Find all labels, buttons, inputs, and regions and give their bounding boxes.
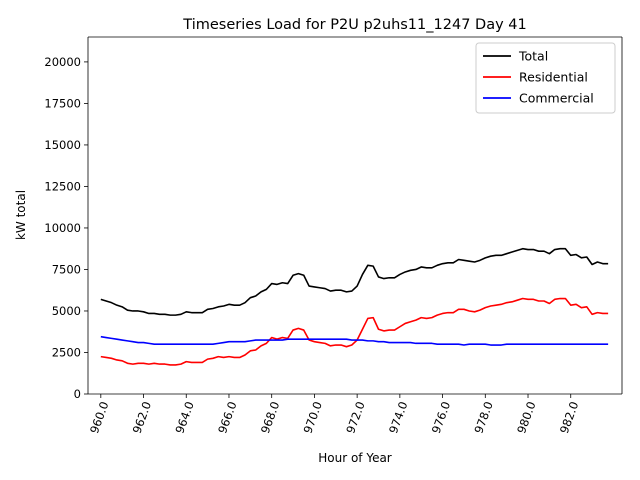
y-tick-label: 7500	[52, 262, 81, 276]
legend-label-residential: Residential	[519, 70, 588, 85]
x-axis-label: Hour of Year	[318, 451, 392, 465]
y-tick-label: 20000	[44, 55, 81, 69]
x-tick-label: 980.0	[514, 400, 538, 436]
x-tick-label: 972.0	[343, 400, 367, 436]
x-tick-label: 978.0	[471, 400, 495, 436]
x-tick-label: 964.0	[172, 400, 196, 436]
x-tick-label: 960.0	[87, 400, 111, 436]
y-tick-label: 12500	[44, 179, 81, 193]
y-tick-label: 17500	[44, 96, 81, 110]
y-tick-label: 2500	[52, 345, 81, 359]
y-tick-label: 5000	[52, 304, 81, 318]
series-line-commercial	[100, 335, 609, 346]
series-layer	[100, 247, 609, 366]
legend-box	[475, 42, 616, 114]
legend-label-total: Total	[518, 49, 548, 64]
y-axis-ticks: 0 2500 5000 7500 10000 12500 15000 17500 20000	[44, 55, 88, 401]
legend: Total Residential Commercial	[475, 42, 616, 114]
x-tick-label: 962.0	[130, 400, 154, 436]
x-axis-ticks: 960.0 962.0 964.0 966.0 968.0 970.0 972.0 974.0…	[87, 394, 581, 435]
y-tick-label: 10000	[44, 221, 81, 235]
chart-title: Timeseries Load for P2U p2uhs11_1247 Day…	[182, 17, 526, 33]
x-tick-label: 976.0	[429, 400, 453, 436]
x-tick-label: 970.0	[301, 400, 325, 436]
series-line-total	[100, 247, 609, 316]
series-line-residential	[100, 297, 609, 366]
y-axis-label: kW total	[14, 190, 28, 240]
x-tick-label: 966.0	[215, 400, 239, 436]
legend-label-commercial: Commercial	[519, 91, 594, 106]
y-tick-label: 15000	[44, 138, 81, 152]
y-tick-label: 0	[74, 387, 81, 401]
x-tick-label: 974.0	[386, 400, 410, 436]
x-tick-label: 968.0	[258, 400, 282, 436]
axes-frame	[87, 36, 623, 395]
x-tick-label: 982.0	[557, 400, 581, 436]
